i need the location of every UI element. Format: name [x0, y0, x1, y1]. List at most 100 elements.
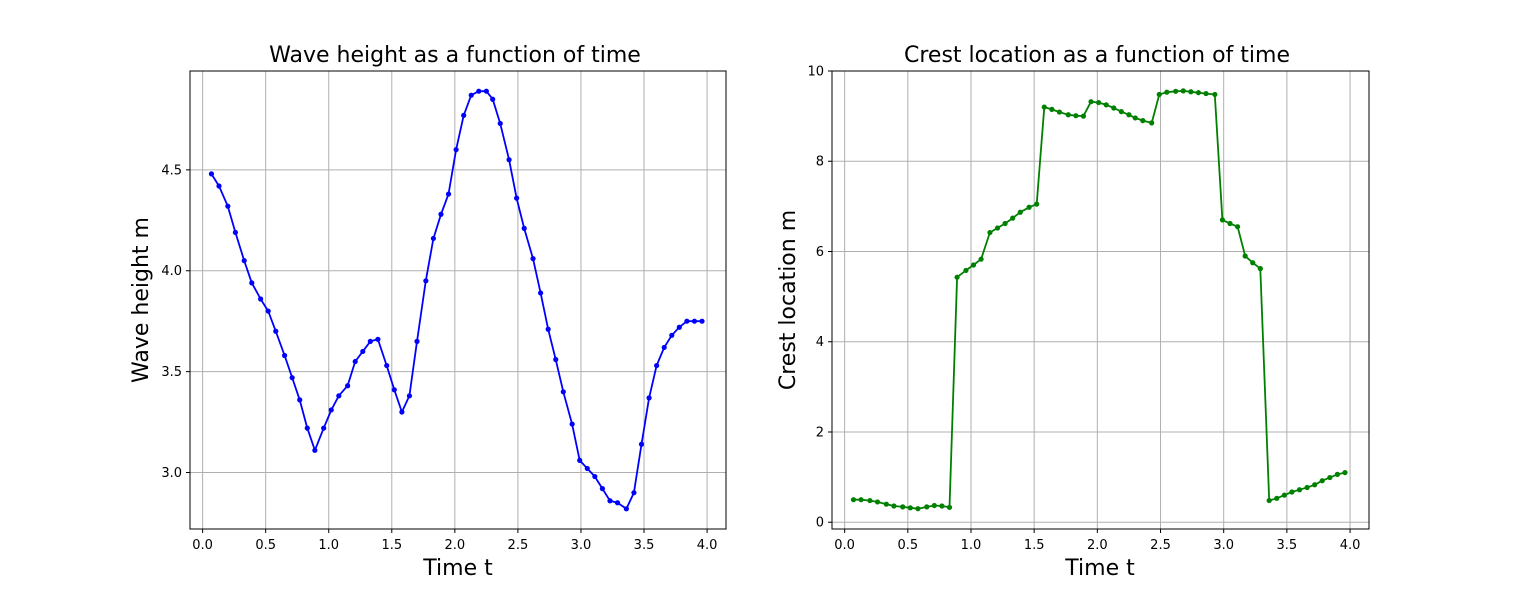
x-tick-label: 3.0	[571, 538, 592, 553]
chart-title: Crest location as a function of time	[904, 43, 1290, 68]
data-point	[631, 490, 637, 496]
x-tick-label: 2.0	[445, 538, 466, 553]
data-point	[216, 183, 222, 189]
data-point	[907, 505, 913, 511]
data-point	[289, 375, 295, 381]
data-point	[391, 387, 397, 393]
data-point	[867, 497, 873, 504]
chart-title: Wave height as a function of time	[269, 43, 641, 68]
grid	[832, 70, 1369, 529]
data-point	[1111, 105, 1117, 111]
data-point	[1274, 495, 1280, 501]
x-tick-label: 2.5	[508, 538, 529, 553]
data-point	[265, 308, 271, 314]
x-tick-label: 0.0	[192, 538, 213, 553]
data-point	[297, 397, 303, 403]
data-point	[438, 211, 444, 217]
data-point	[304, 425, 310, 431]
data-point	[654, 362, 660, 369]
data-point	[225, 203, 231, 209]
data-point	[1312, 482, 1318, 488]
data-point	[963, 267, 969, 274]
data-point	[406, 393, 413, 399]
data-point	[273, 328, 279, 334]
data-point	[684, 318, 690, 324]
series-line-path	[210, 90, 702, 510]
x-axis-title: Time t	[1064, 556, 1135, 581]
data-point	[312, 447, 318, 453]
data-point	[461, 112, 467, 118]
y-tick-label: 10	[807, 65, 824, 80]
data-point	[931, 502, 937, 509]
data-point	[584, 465, 590, 472]
plot-frame	[189, 70, 727, 530]
x-tick-label: 2.0	[1087, 538, 1108, 553]
data-point	[445, 191, 452, 197]
data-point	[328, 407, 334, 413]
data-point	[538, 290, 544, 296]
data-point	[646, 395, 652, 401]
data-point	[414, 338, 420, 344]
data-point	[874, 499, 881, 505]
data-point	[1088, 99, 1094, 105]
data-point	[1188, 89, 1194, 95]
data-point	[1126, 112, 1132, 118]
data-point	[232, 229, 239, 236]
x-tick-label: 4.0	[1340, 538, 1361, 553]
data-point	[1156, 91, 1162, 98]
data-point	[560, 389, 566, 395]
data-point	[1195, 90, 1202, 96]
data-point	[483, 88, 489, 94]
data-point	[430, 235, 437, 242]
data-point	[978, 256, 984, 262]
data-point	[1096, 99, 1102, 106]
y-tick-label: 3.0	[161, 466, 182, 481]
data-point	[1327, 474, 1333, 481]
data-point	[592, 473, 598, 480]
x-tick-label: 1.0	[318, 538, 339, 553]
data-point	[891, 503, 897, 509]
data-point	[375, 336, 381, 342]
x-tick-label: 1.5	[381, 538, 402, 553]
data-point	[1056, 109, 1063, 115]
data-point	[367, 338, 373, 344]
x-tick-label: 0.0	[834, 538, 855, 553]
data-point	[1234, 224, 1241, 230]
data-point	[661, 344, 667, 351]
y-axis-title: Crest location m	[776, 210, 801, 390]
y-tick-label: 4	[816, 335, 824, 350]
x-tick-label: 4.0	[697, 538, 718, 553]
data-point	[1002, 220, 1008, 227]
y-axis-title: Wave height m	[129, 217, 154, 383]
data-point	[691, 318, 698, 324]
data-point	[1250, 260, 1256, 266]
data-point	[1065, 112, 1071, 118]
y-tick-label: 0	[816, 516, 824, 531]
data-point	[614, 500, 621, 506]
y-tick-label: 4.0	[161, 264, 182, 279]
data-point	[241, 258, 247, 264]
series-line	[208, 88, 705, 512]
data-point	[258, 296, 264, 302]
data-point	[1266, 497, 1272, 504]
data-point	[1180, 88, 1186, 94]
data-point	[1296, 487, 1303, 493]
data-point	[638, 441, 645, 447]
y-tick-label: 4.5	[161, 163, 182, 178]
data-point	[883, 501, 889, 507]
data-point	[497, 120, 503, 127]
data-point	[521, 225, 527, 231]
x-tick-label: 0.5	[255, 538, 276, 553]
data-point	[1118, 109, 1124, 115]
data-point	[1281, 492, 1287, 498]
data-point	[599, 486, 606, 492]
data-point	[345, 383, 351, 389]
data-point	[577, 457, 583, 464]
x-tick-label: 3.0	[1213, 538, 1234, 553]
data-point	[1049, 106, 1055, 112]
series-line	[850, 88, 1348, 512]
data-point	[423, 278, 429, 284]
data-point	[1173, 88, 1179, 94]
data-point	[384, 362, 390, 369]
